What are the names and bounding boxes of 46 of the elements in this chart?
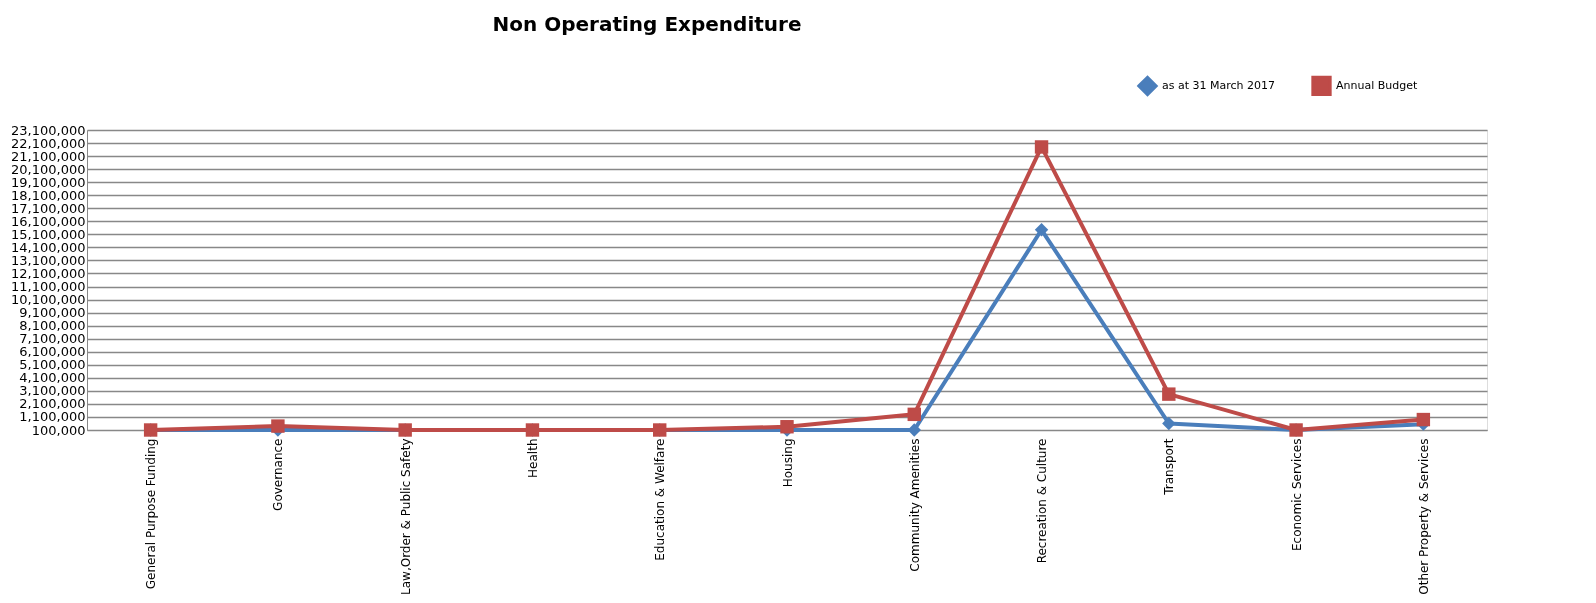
point <box>907 423 921 437</box>
x-tick-label: Law,Order & Public Safety <box>398 438 413 595</box>
y-tick-label: 21,100,000 <box>11 148 86 164</box>
legend-label: Annual Budget <box>1336 78 1418 92</box>
y-tick-label: 17,100,000 <box>11 200 86 216</box>
y-tick-label: 1,100,000 <box>19 409 86 425</box>
y-tick-label: 12,100,000 <box>11 265 86 281</box>
y-tick-label: 2,100,000 <box>19 396 86 412</box>
y-tick-label: 5,100,000 <box>19 357 86 373</box>
y-tick-label: 10,100,000 <box>11 292 86 308</box>
y-tick-label: 20,100,000 <box>11 161 86 177</box>
y-tick-label: 18,100,000 <box>11 187 86 203</box>
y-tick-label: 6,100,000 <box>19 344 86 360</box>
point <box>1034 223 1049 237</box>
x-tick-label: Transport <box>1162 438 1177 496</box>
x-tick-label: Education & Welfare <box>653 438 668 561</box>
y-tick-label: 100,000 <box>31 422 86 438</box>
y-tick-label: 8,100,000 <box>19 318 86 334</box>
x-tick-label: Recreation & Culture <box>1035 438 1050 564</box>
x-tick-label: Housing <box>780 438 795 488</box>
x-tick-label: Community Amenities <box>907 438 922 572</box>
point <box>1162 416 1176 431</box>
chart-title: Non Operating Expenditure <box>492 12 802 36</box>
point <box>1162 387 1176 401</box>
y-tick-label: 11,100,000 <box>11 279 86 295</box>
point <box>907 407 921 422</box>
x-tick-label: Governance <box>271 438 286 511</box>
y-tick-label: 22,100,000 <box>11 135 86 151</box>
x-tick-label: General Purpose Funding <box>144 438 159 590</box>
y-tick-label: 14,100,000 <box>11 239 86 255</box>
point <box>1416 412 1431 427</box>
point <box>271 419 285 433</box>
y-tick-label: 23,100,000 <box>11 122 86 138</box>
y-tick-label: 15,100,000 <box>11 226 86 242</box>
y-tick-label: 3,100,000 <box>19 383 86 399</box>
legend-label: as at 31 March 2017 <box>1162 78 1276 92</box>
y-tick-label: 16,100,000 <box>11 213 86 229</box>
y-tick-label: 13,100,000 <box>11 252 86 268</box>
y-tick-label: 9,100,000 <box>19 305 86 321</box>
y-tick-label: 7,100,000 <box>19 331 86 347</box>
x-tick-label: Economic Services <box>1289 438 1304 552</box>
y-tick-label: 19,100,000 <box>11 174 86 190</box>
point <box>1034 140 1049 154</box>
y-tick-label: 4,100,000 <box>19 370 86 386</box>
x-tick-label: Health <box>525 438 540 478</box>
x-tick-label: Other Property & Services <box>1416 438 1431 595</box>
